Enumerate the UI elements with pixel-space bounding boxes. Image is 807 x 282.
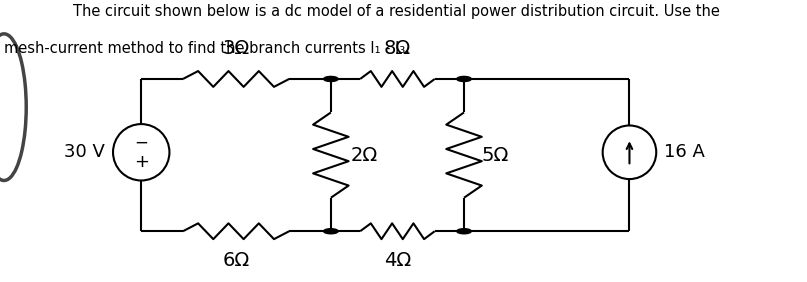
Text: −: − <box>134 133 148 151</box>
Text: The circuit shown below is a dc model of a residential power distribution circui: The circuit shown below is a dc model of… <box>73 4 720 19</box>
Text: 5Ω: 5Ω <box>482 146 509 165</box>
Circle shape <box>324 229 338 234</box>
Text: +: + <box>134 153 148 171</box>
Circle shape <box>324 76 338 81</box>
Circle shape <box>457 76 471 81</box>
Text: 2Ω: 2Ω <box>351 146 378 165</box>
Text: 6Ω: 6Ω <box>223 251 249 270</box>
Text: 16 A: 16 A <box>664 143 705 161</box>
Text: 30 V: 30 V <box>64 143 105 161</box>
Circle shape <box>457 229 471 234</box>
Text: 8Ω: 8Ω <box>384 39 411 58</box>
Text: 4Ω: 4Ω <box>384 251 411 270</box>
Text: mesh-current method to find the branch currents I₁ - I₃.: mesh-current method to find the branch c… <box>4 41 410 56</box>
Text: 3Ω: 3Ω <box>223 39 249 58</box>
